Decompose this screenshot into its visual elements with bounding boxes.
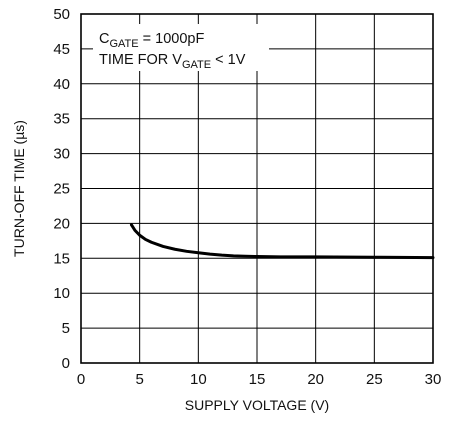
x-tick-label: 5 (135, 371, 143, 388)
annotation-gate-capacitance: CGATE = 1000pF (99, 31, 204, 50)
y-tick-label: 5 (62, 320, 70, 337)
x-axis-label: SUPPLY VOLTAGE (V) (185, 397, 329, 413)
y-tick-label: 45 (53, 41, 70, 58)
y-tick-labels: 0 5 10 15 20 25 30 35 40 45 50 (53, 6, 70, 372)
y-tick-label: 20 (53, 215, 70, 232)
x-tick-label: 10 (190, 371, 207, 388)
y-tick-label: 15 (53, 250, 70, 267)
x-tick-label: 25 (366, 371, 383, 388)
y-tick-label: 30 (53, 146, 70, 163)
series-group (129, 223, 435, 260)
y-axis-label: TURN-OFF TIME (µs) (11, 120, 27, 257)
y-tick-label: 40 (53, 76, 70, 93)
x-tick-label: 30 (425, 371, 442, 388)
y-tick-label: 10 (53, 285, 70, 302)
x-tick-label: 15 (249, 371, 266, 388)
y-tick-label: 0 (62, 355, 70, 372)
x-tick-label: 20 (307, 371, 324, 388)
y-tick-label: 35 (53, 111, 70, 128)
plot-frame (80, 13, 434, 364)
annotation-time-condition: TIME FOR VGATE < 1V (99, 52, 246, 71)
x-tick-labels: 0 5 10 15 20 25 30 (77, 371, 442, 388)
y-tick-label: 25 (53, 181, 70, 198)
annotation-background (93, 24, 269, 71)
y-tick-label: 50 (53, 6, 70, 23)
series-line (129, 223, 435, 260)
x-tick-label: 0 (77, 371, 85, 388)
